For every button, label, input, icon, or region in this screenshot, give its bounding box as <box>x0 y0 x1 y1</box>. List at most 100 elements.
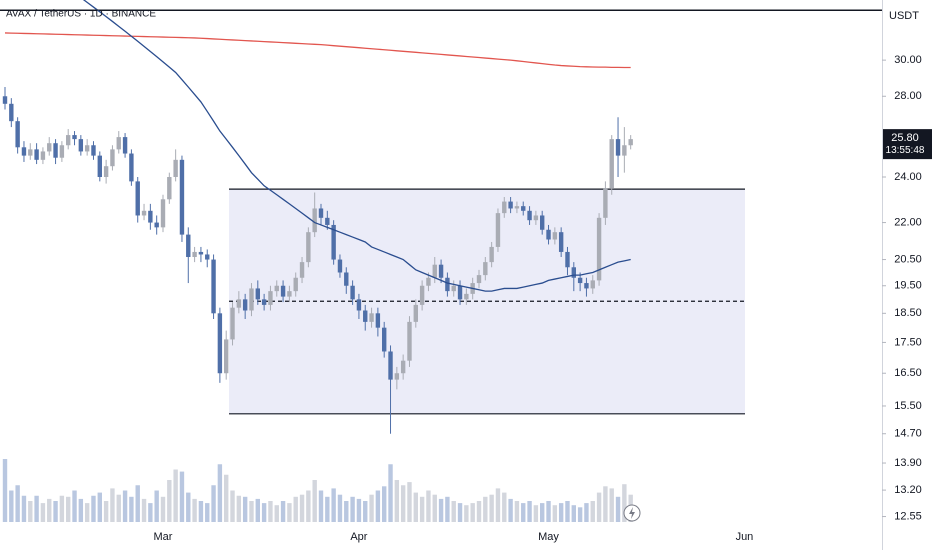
volume-bar <box>350 496 355 522</box>
candle-body <box>160 199 166 228</box>
candle-body <box>312 208 317 233</box>
candle-body <box>192 251 197 258</box>
volume-bar <box>584 503 589 522</box>
candle-body <box>577 277 583 284</box>
volume-bar <box>205 503 210 522</box>
volume-bar <box>192 498 197 522</box>
candle-body <box>483 262 488 276</box>
candle-body <box>558 232 564 252</box>
candle-body <box>451 285 456 292</box>
candle-body <box>400 360 406 374</box>
volume-bar <box>432 494 437 522</box>
volume-bar <box>375 490 381 522</box>
volume-bar <box>255 498 260 522</box>
candle-body <box>445 277 450 292</box>
candle-body <box>268 291 273 305</box>
volume-bar <box>299 494 305 522</box>
candle-body <box>280 285 286 297</box>
volume-bar <box>78 498 84 522</box>
y-tick-label: 18.50 <box>894 307 922 319</box>
candle-body <box>344 272 349 286</box>
volume-bar <box>483 496 488 522</box>
candle-body <box>382 327 387 352</box>
volume-bar <box>495 488 501 522</box>
candle-body <box>21 147 27 156</box>
candle-body <box>318 208 324 218</box>
candle-body <box>363 310 368 322</box>
volume-bar <box>242 496 248 522</box>
candle-body <box>622 145 627 156</box>
candle-body <box>211 259 216 314</box>
volume-bar <box>217 464 223 522</box>
volume-bar <box>363 501 368 522</box>
bolt-icon <box>623 504 641 522</box>
volume-bar <box>110 488 115 522</box>
volume-bar <box>72 490 77 522</box>
volume-bar <box>445 496 450 522</box>
candle-body <box>514 206 520 209</box>
y-tick-label: 16.50 <box>894 367 922 379</box>
volume-bar <box>135 485 140 522</box>
volume-bar <box>356 498 362 522</box>
volume-bar <box>344 501 349 522</box>
candle-body <box>407 321 412 361</box>
volume-bar <box>318 490 324 522</box>
candle-body <box>72 135 77 140</box>
candle-body <box>53 143 58 158</box>
candle-body <box>129 153 134 182</box>
volume-bar <box>489 494 494 522</box>
candle-body <box>198 251 204 255</box>
y-tick-label: 28.00 <box>894 90 922 102</box>
volume-bar <box>116 494 121 522</box>
volume-bar <box>527 501 532 522</box>
volume-bar <box>66 496 71 522</box>
candle-body <box>154 222 159 228</box>
volume-bar <box>325 496 330 522</box>
candle-body <box>571 267 576 278</box>
volume-bar <box>306 490 311 522</box>
y-tick-label: 14.70 <box>894 428 922 440</box>
candle-body <box>141 210 147 216</box>
volume-bar <box>571 505 576 522</box>
countdown-label: 13:55:48 <box>886 145 925 156</box>
candle-body <box>495 213 501 247</box>
volume-bar <box>508 498 513 522</box>
candle-body <box>217 313 223 374</box>
volume-bar <box>476 501 482 522</box>
moving-average <box>4 32 631 69</box>
candle-body <box>628 139 633 146</box>
volume-bar <box>533 505 539 522</box>
x-tick-label: May <box>538 531 559 543</box>
candle-body <box>394 373 400 380</box>
candle-body <box>230 307 235 340</box>
candle-body <box>205 254 210 260</box>
candle-body <box>261 299 267 305</box>
volume-bar <box>514 501 520 522</box>
volume-bar <box>261 503 267 522</box>
volume-bar <box>337 494 343 522</box>
volume-bar <box>274 505 279 522</box>
y-tick-label: 24.00 <box>894 171 922 183</box>
candle-body <box>609 139 614 189</box>
candle-body <box>615 139 621 156</box>
volume-bar <box>388 464 393 522</box>
volume-bar <box>15 485 20 522</box>
volume-bar <box>198 501 204 522</box>
volume-bar <box>186 492 191 522</box>
volume-bar <box>502 492 507 522</box>
candle-body <box>438 264 444 278</box>
candle-body <box>508 201 513 209</box>
candle-body <box>375 313 381 328</box>
x-tick-label: Apr <box>350 531 367 543</box>
volume-bar <box>154 490 159 522</box>
volume-bar <box>224 474 229 522</box>
y-tick-label: 12.55 <box>894 510 922 522</box>
candle-body <box>9 103 14 122</box>
candle-body <box>521 206 526 211</box>
volume-bar <box>236 495 242 522</box>
y-tick-label: 17.50 <box>894 336 922 348</box>
candle-body <box>603 188 608 218</box>
volume-bar <box>40 503 46 522</box>
candle-body <box>28 149 33 156</box>
